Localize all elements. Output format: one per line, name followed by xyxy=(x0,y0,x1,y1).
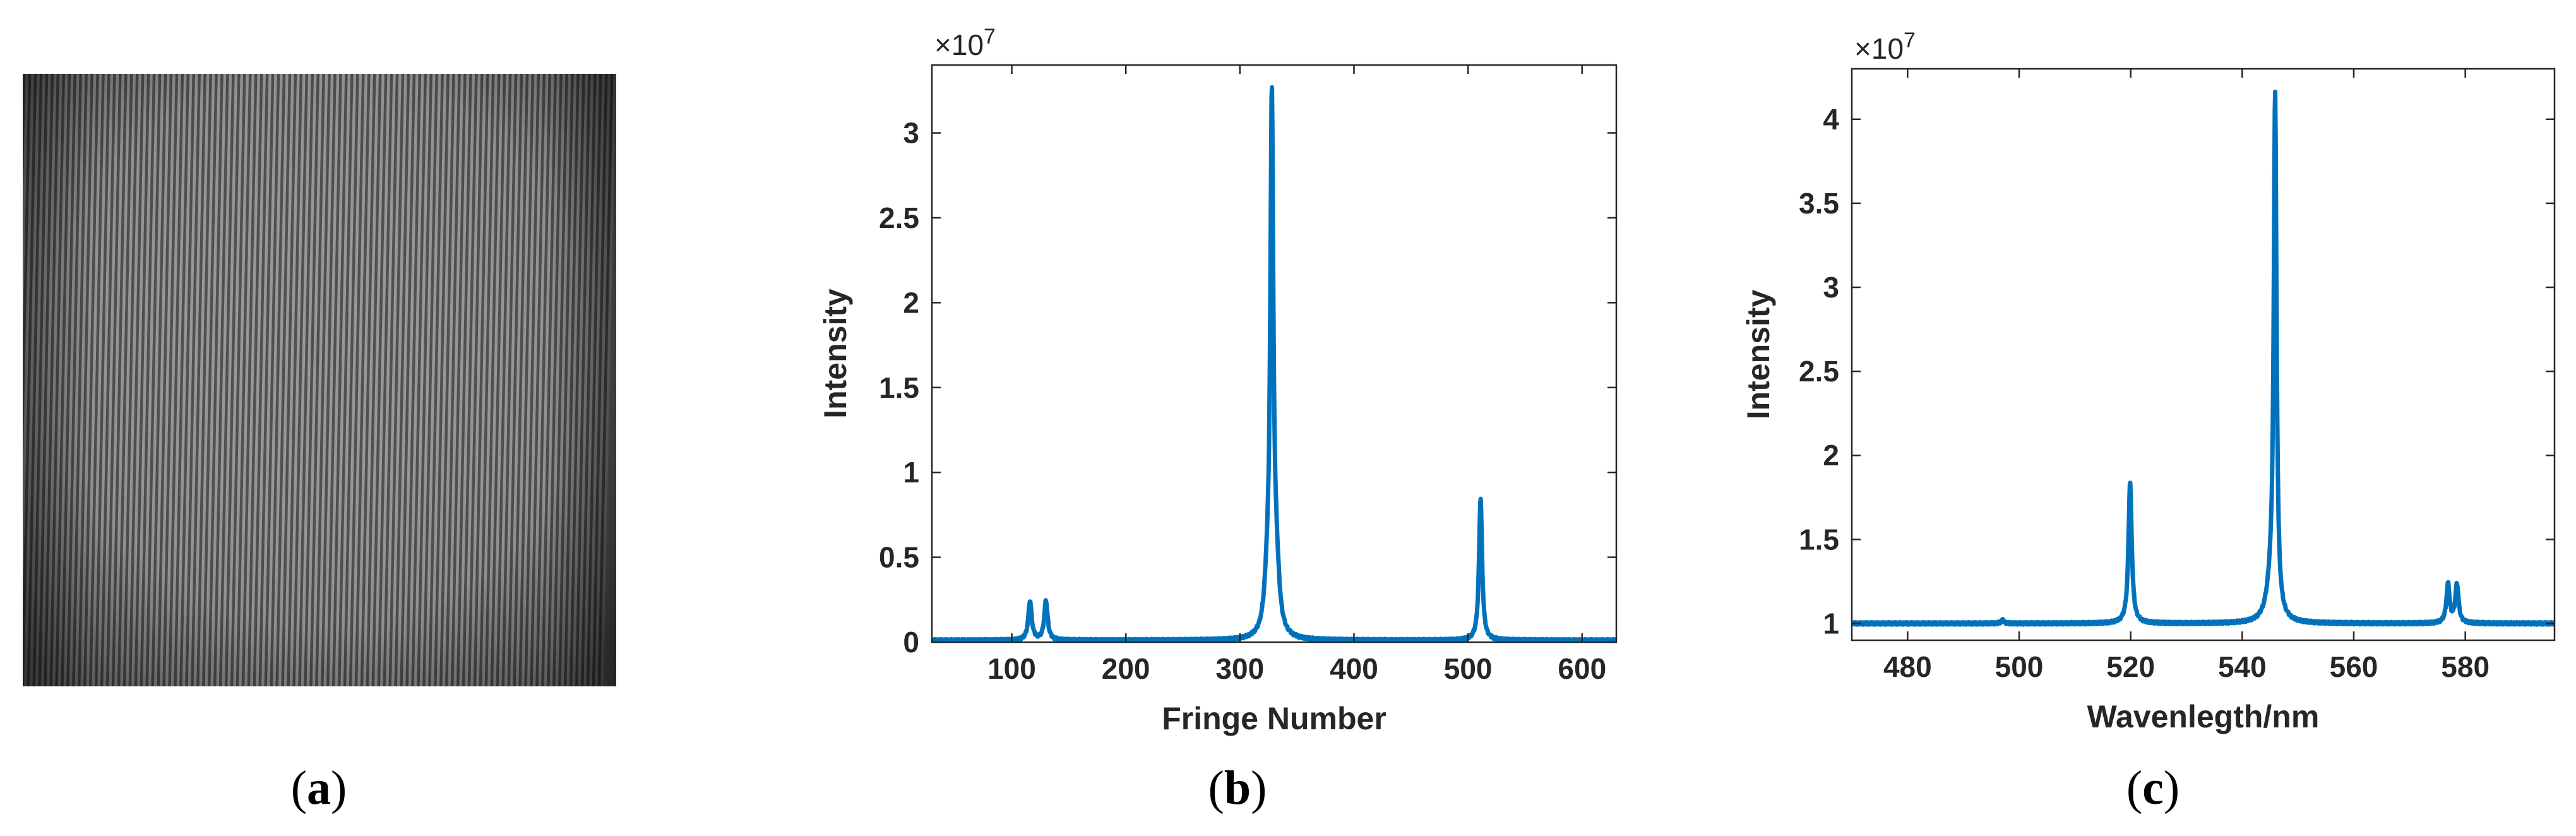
y-tick-label: 2.5 xyxy=(1799,355,1839,388)
y-tick-label: 3 xyxy=(1823,271,1839,304)
caption-b: (b) xyxy=(1208,761,1267,815)
y-tick-label: 3.5 xyxy=(1799,187,1839,220)
y-axis-label: Intensity xyxy=(818,289,853,419)
y-tick-label: 4 xyxy=(1823,103,1839,136)
caption-c: (c) xyxy=(2126,761,2180,815)
axes-box xyxy=(931,64,1618,643)
x-tick-label: 500 xyxy=(1444,652,1493,685)
y-tick-label: 0.5 xyxy=(879,541,919,574)
x-tick-label: 540 xyxy=(2218,650,2267,683)
y-tick-label: 1.5 xyxy=(879,371,919,404)
spectrum-line xyxy=(1852,89,2555,627)
x-tick-label: 500 xyxy=(1995,650,2044,683)
x-tick-label: 580 xyxy=(2441,650,2490,683)
axes-box xyxy=(1851,68,2556,642)
x-tick-label: 200 xyxy=(1102,652,1150,685)
x-tick-label: 480 xyxy=(1883,650,1932,683)
y-tick-label: 1 xyxy=(1823,607,1839,640)
x-tick-label: 600 xyxy=(1558,652,1606,685)
chart-fringe-spectrum: 100 200 300 400 500 600 0 0.5 1 1.5 2 2.5 3 ×107 Fring… xyxy=(818,25,1618,736)
chart-wavelength-spectrum: 480 500 520 540 560 580 1 1.5 2 2.5 3 3.5 4 ×107 Waven… xyxy=(1741,28,2556,734)
x-tick-label: 520 xyxy=(2106,650,2155,683)
x-tick-label: 560 xyxy=(2330,650,2378,683)
x-axis-label: Wavenlegth/nm xyxy=(2087,699,2320,734)
y-tick-label: 2 xyxy=(903,286,919,319)
y-tick-label: 2.5 xyxy=(879,201,919,234)
y-exponent-label: ×107 xyxy=(934,25,996,61)
y-axis-label: Intensity xyxy=(1741,290,1776,420)
x-tick-label: 300 xyxy=(1215,652,1264,685)
y-tick-label: 0 xyxy=(903,626,919,659)
y-tick-label: 1 xyxy=(903,456,919,489)
interferogram-image xyxy=(23,74,616,686)
spectrum-line xyxy=(932,85,1616,642)
caption-a: (a) xyxy=(290,761,347,815)
x-axis-label: Fringe Number xyxy=(1162,701,1386,736)
x-tick-label: 400 xyxy=(1330,652,1378,685)
y-exponent-label: ×107 xyxy=(1854,28,1916,65)
y-tick-label: 3 xyxy=(903,117,919,150)
x-tick-label: 100 xyxy=(987,652,1036,685)
y-tick-label: 1.5 xyxy=(1799,523,1839,556)
y-tick-label: 2 xyxy=(1823,439,1839,472)
